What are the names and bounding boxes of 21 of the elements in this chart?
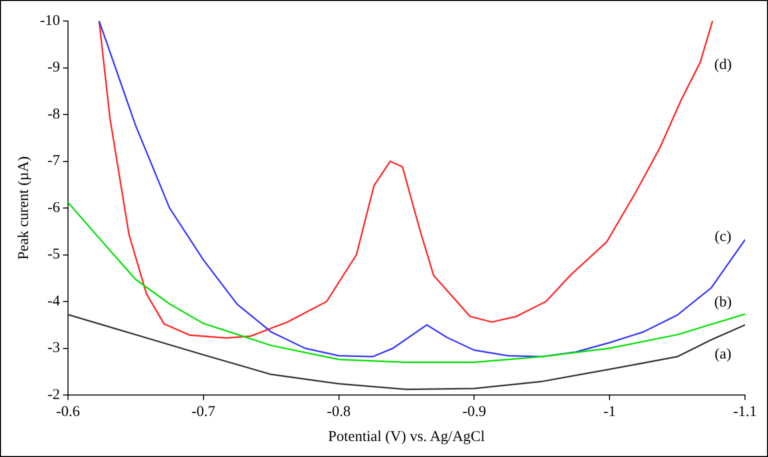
y-tick-label: -9: [47, 60, 60, 76]
y-tick-label: -2: [47, 386, 60, 403]
x-tick-label: -0.6: [56, 404, 80, 420]
y-tick-label: -10: [40, 12, 60, 29]
y-axis-title: Peak curent (µA): [16, 156, 32, 260]
x-tick-label: -0.7: [192, 404, 216, 420]
x-tick-label: -1: [603, 404, 616, 420]
y-tick-label: -3: [47, 340, 60, 356]
x-tick-label: -0.8: [326, 404, 351, 420]
y-tick-label: -4: [47, 293, 60, 310]
y-tick-label: -5: [47, 246, 60, 263]
y-tick-label: -6: [47, 200, 60, 216]
series-label: (b): [714, 294, 732, 311]
series-label: (d): [714, 56, 732, 73]
x-axis-title: Potential (V) vs. Ag/AgCl: [328, 428, 485, 445]
y-tick-label: -8: [47, 106, 60, 122]
x-tick-label: -1.1: [733, 404, 757, 420]
x-tick-label: -0.9: [462, 404, 486, 420]
series-label: (c): [714, 229, 732, 246]
series-label: (a): [714, 346, 732, 363]
y-tick-label: -7: [47, 153, 60, 170]
